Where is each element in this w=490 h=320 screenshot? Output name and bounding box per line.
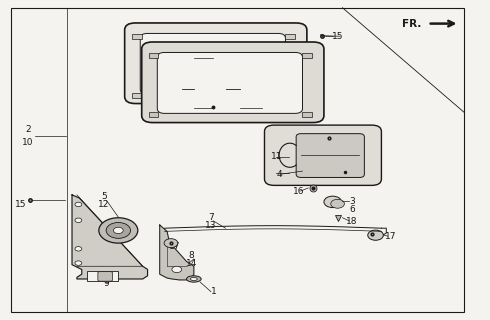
Text: 9: 9 (103, 279, 109, 288)
Bar (132, 93, 142, 99)
Circle shape (164, 239, 178, 248)
Circle shape (331, 199, 344, 208)
Text: 5: 5 (101, 192, 107, 201)
FancyBboxPatch shape (142, 42, 324, 123)
Text: 4: 4 (276, 170, 282, 179)
Text: 2: 2 (25, 125, 31, 134)
Text: 3: 3 (349, 197, 355, 206)
Bar (87, 271, 118, 281)
Text: 1: 1 (211, 287, 216, 296)
FancyBboxPatch shape (98, 272, 113, 281)
FancyBboxPatch shape (124, 23, 307, 104)
FancyBboxPatch shape (265, 125, 381, 185)
Text: 6: 6 (349, 205, 355, 214)
Bar (302, 53, 312, 59)
Circle shape (99, 218, 138, 243)
Text: 10: 10 (23, 138, 34, 147)
FancyBboxPatch shape (140, 33, 286, 94)
Circle shape (114, 227, 123, 234)
Text: 11: 11 (271, 152, 282, 161)
Circle shape (75, 202, 82, 207)
Bar (285, 93, 294, 99)
Text: 8: 8 (189, 251, 194, 260)
Circle shape (75, 261, 82, 265)
Bar (132, 34, 142, 39)
FancyBboxPatch shape (296, 134, 365, 178)
FancyBboxPatch shape (157, 52, 302, 113)
Polygon shape (160, 225, 194, 280)
Circle shape (172, 266, 182, 273)
Ellipse shape (187, 276, 201, 282)
Text: FR.: FR. (402, 19, 421, 28)
Text: 18: 18 (346, 217, 358, 226)
Bar (285, 34, 294, 39)
Circle shape (324, 196, 342, 208)
Text: 14: 14 (186, 259, 197, 268)
Ellipse shape (191, 277, 197, 281)
Circle shape (106, 222, 130, 238)
Bar (302, 112, 312, 117)
Text: 13: 13 (205, 220, 217, 229)
Text: 15: 15 (15, 200, 26, 209)
Bar (148, 53, 158, 59)
Text: 12: 12 (98, 200, 109, 209)
Bar (148, 112, 158, 117)
Text: 15: 15 (332, 32, 343, 41)
Text: 7: 7 (208, 212, 214, 222)
Polygon shape (72, 195, 147, 279)
Text: 16: 16 (293, 187, 304, 196)
Text: 17: 17 (169, 242, 180, 251)
Circle shape (75, 218, 82, 222)
Circle shape (368, 230, 383, 240)
Text: 17: 17 (386, 232, 397, 241)
Circle shape (75, 247, 82, 251)
